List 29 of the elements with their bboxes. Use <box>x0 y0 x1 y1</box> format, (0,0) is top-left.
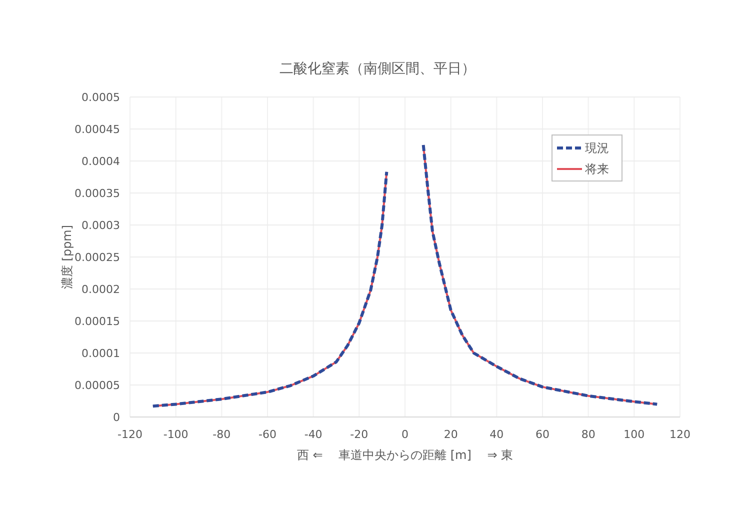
y-axis-title: 濃度 [ppm] <box>60 224 74 290</box>
legend-label: 現況 <box>585 141 609 155</box>
y-tick-label: 0.00035 <box>74 187 120 200</box>
x-axis-title: 西 ⇐ 車道中央からの距離 [m] ⇒ 東 <box>296 448 514 462</box>
x-tick-label: 0 <box>402 428 408 441</box>
chart-title: 二酸化窒素（南側区間、平日） <box>280 61 476 77</box>
y-tick-label: 0.0001 <box>82 347 120 360</box>
x-tick-label: -100 <box>163 428 188 441</box>
x-tick-label: -80 <box>212 428 231 441</box>
y-tick-label: 0.00025 <box>74 251 120 264</box>
y-tick-label: 0.0002 <box>82 283 120 296</box>
x-tick-label: -40 <box>304 428 322 441</box>
legend-label: 将来 <box>584 162 609 176</box>
x-tick-label: 120 <box>670 428 690 441</box>
x-tick-label: -60 <box>258 428 276 441</box>
x-tick-label: -20 <box>350 428 368 441</box>
y-tick-label: 0.0005 <box>82 91 120 104</box>
y-tick-label: 0.00015 <box>74 315 120 328</box>
y-tick-label: 0.00045 <box>74 123 120 136</box>
y-tick-label: 0.0004 <box>82 155 120 168</box>
y-tick-label: 0.0003 <box>82 219 120 232</box>
y-tick-label: 0 <box>113 411 120 424</box>
x-tick-label: 60 <box>536 428 550 441</box>
x-tick-label: 100 <box>624 428 645 441</box>
x-tick-label: 20 <box>444 428 458 441</box>
x-tick-label: 80 <box>581 428 596 441</box>
x-tick-label: -120 <box>118 428 142 441</box>
y-tick-label: 0.00005 <box>74 379 120 392</box>
x-tick-label: 40 <box>490 428 504 441</box>
